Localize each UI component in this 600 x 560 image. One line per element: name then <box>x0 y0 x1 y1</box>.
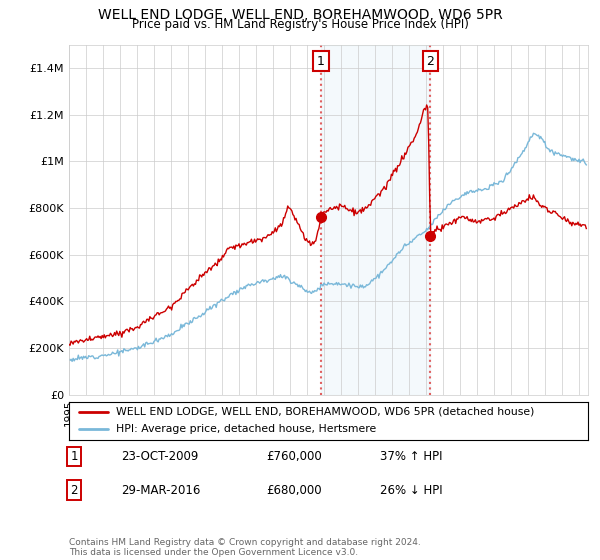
Text: Price paid vs. HM Land Registry's House Price Index (HPI): Price paid vs. HM Land Registry's House … <box>131 18 469 31</box>
Text: HPI: Average price, detached house, Hertsmere: HPI: Average price, detached house, Hert… <box>116 424 376 435</box>
Text: 1: 1 <box>317 55 325 68</box>
Text: £760,000: £760,000 <box>266 450 322 463</box>
Text: 29-MAR-2016: 29-MAR-2016 <box>121 483 200 497</box>
Text: WELL END LODGE, WELL END, BOREHAMWOOD, WD6 5PR (detached house): WELL END LODGE, WELL END, BOREHAMWOOD, W… <box>116 407 534 417</box>
Bar <box>321 45 430 395</box>
Text: WELL END LODGE, WELL END, BOREHAMWOOD, WD6 5PR: WELL END LODGE, WELL END, BOREHAMWOOD, W… <box>98 8 502 22</box>
Text: 37% ↑ HPI: 37% ↑ HPI <box>380 450 443 463</box>
Text: 2: 2 <box>427 55 434 68</box>
Text: 2: 2 <box>70 483 78 497</box>
Text: 1: 1 <box>70 450 78 463</box>
Text: Contains HM Land Registry data © Crown copyright and database right 2024.
This d: Contains HM Land Registry data © Crown c… <box>69 538 421 557</box>
Text: 23-OCT-2009: 23-OCT-2009 <box>121 450 198 463</box>
Text: £680,000: £680,000 <box>266 483 322 497</box>
Text: 26% ↓ HPI: 26% ↓ HPI <box>380 483 443 497</box>
